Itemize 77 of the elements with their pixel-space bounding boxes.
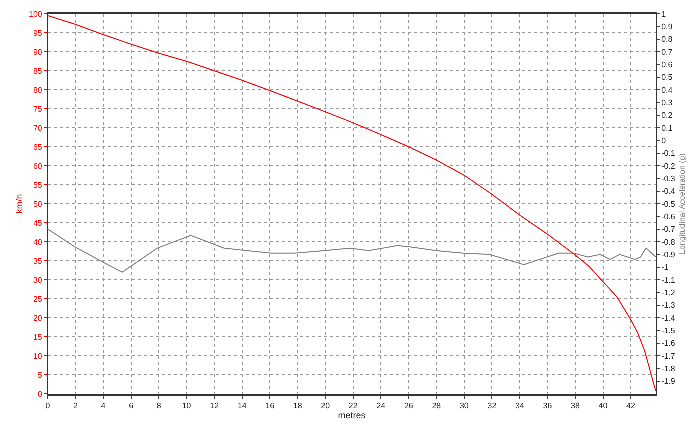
x-tick-label: 26 — [404, 402, 414, 411]
y2-tick-label: -1.9 — [662, 377, 676, 386]
x-tick-label: 30 — [460, 402, 470, 411]
y2-tick-label: -1.7 — [662, 352, 676, 361]
x-tick-label: 12 — [210, 402, 220, 411]
x-tick-label: 14 — [238, 402, 248, 411]
y2-tick-label: -0.6 — [662, 212, 676, 222]
y2-tick-label: -0.2 — [662, 162, 676, 171]
y-tick-label: 55 — [33, 180, 43, 190]
x-tick-label: 40 — [598, 402, 608, 411]
y-tick-label: 10 — [33, 352, 43, 361]
y2-tick-label: -0.4 — [662, 187, 676, 196]
y2-tick-label: -1.5 — [662, 326, 676, 336]
y2-tick-label: -1 — [662, 263, 670, 272]
y2-tick-label: 0.4 — [662, 86, 674, 95]
y2-axis-title: Longitudinal Acceleration (g) — [678, 153, 688, 254]
y-tick-label: 20 — [33, 314, 43, 323]
y2-tick-label: -0.7 — [662, 225, 676, 234]
x-tick-label: 38 — [571, 402, 580, 411]
y2-tick-label: 0.5 — [662, 73, 674, 82]
x-tick-label: 10 — [182, 402, 192, 411]
y2-tick-label: -0.9 — [662, 250, 676, 260]
y2-tick-label: -1.2 — [662, 288, 676, 298]
x-tick-label: 34 — [516, 402, 525, 411]
line-series — [48, 228, 656, 273]
x-tick-label: 16 — [266, 402, 276, 411]
y2-tick-label: -1.1 — [662, 276, 676, 285]
x-tick-label: 4 — [101, 402, 106, 411]
y-tick-label: 100 — [29, 10, 43, 19]
y-tick-label: 75 — [33, 104, 43, 114]
y-tick-label: 80 — [33, 86, 43, 95]
y2-tick-label: -1.3 — [662, 301, 676, 310]
y-tick-label: 15 — [33, 332, 43, 342]
x-tick-label: 36 — [543, 402, 553, 411]
y-axis-title: km/h — [14, 194, 24, 214]
y-tick-label: 90 — [33, 48, 43, 57]
y-tick-label: 95 — [33, 28, 43, 38]
y-tick-label: 5 — [38, 370, 43, 380]
x-tick-label: 28 — [432, 402, 442, 411]
x-tick-label: 8 — [156, 402, 162, 411]
y-tick-label: 65 — [33, 142, 43, 152]
y2-tick-label: -0.5 — [662, 200, 676, 209]
x-axis-title: metres — [338, 410, 366, 421]
x-tick-label: 2 — [74, 402, 79, 411]
y2-tick-label: 0.8 — [662, 35, 674, 44]
y-tick-label: 25 — [33, 294, 43, 304]
y2-tick-label: 0.7 — [662, 48, 674, 57]
y-tick-label: 30 — [33, 276, 43, 285]
y-tick-label: 70 — [33, 124, 43, 133]
y-tick-label: 50 — [33, 200, 43, 209]
y2-tick-label: 0.1 — [662, 124, 674, 133]
y-tick-label: 45 — [33, 218, 43, 228]
x-tick-label: 0 — [46, 402, 51, 411]
y-tick-label: 35 — [33, 256, 43, 266]
y2-tick-label: -1.6 — [662, 339, 676, 348]
y2-tick-label: 0.2 — [662, 111, 674, 120]
x-tick-label: 20 — [321, 402, 331, 411]
y2-tick-label: -1.4 — [662, 314, 676, 323]
x-tick-label: 32 — [488, 402, 498, 411]
y-tick-label: 85 — [33, 66, 43, 76]
y2-tick-label: -0.8 — [662, 238, 676, 247]
y-tick-label: 40 — [33, 238, 43, 247]
x-tick-label: 22 — [348, 402, 358, 411]
x-tick-label: 6 — [129, 402, 134, 411]
y2-tick-label: -1.8 — [662, 364, 676, 374]
y2-tick-label: 1 — [662, 10, 667, 19]
x-tick-label: 42 — [626, 402, 636, 411]
x-tick-label: 18 — [293, 402, 303, 411]
y2-tick-label: 0 — [662, 136, 667, 146]
y2-tick-label: -0.3 — [662, 174, 676, 184]
y-tick-label: 0 — [38, 390, 43, 399]
y2-tick-label: 0.9 — [662, 22, 674, 32]
y2-tick-label: 0.3 — [662, 98, 674, 108]
y-tick-label: 60 — [33, 162, 43, 171]
x-tick-label: 24 — [376, 402, 386, 411]
y2-tick-label: 0.6 — [662, 60, 674, 70]
y2-tick-label: -0.1 — [662, 149, 676, 158]
